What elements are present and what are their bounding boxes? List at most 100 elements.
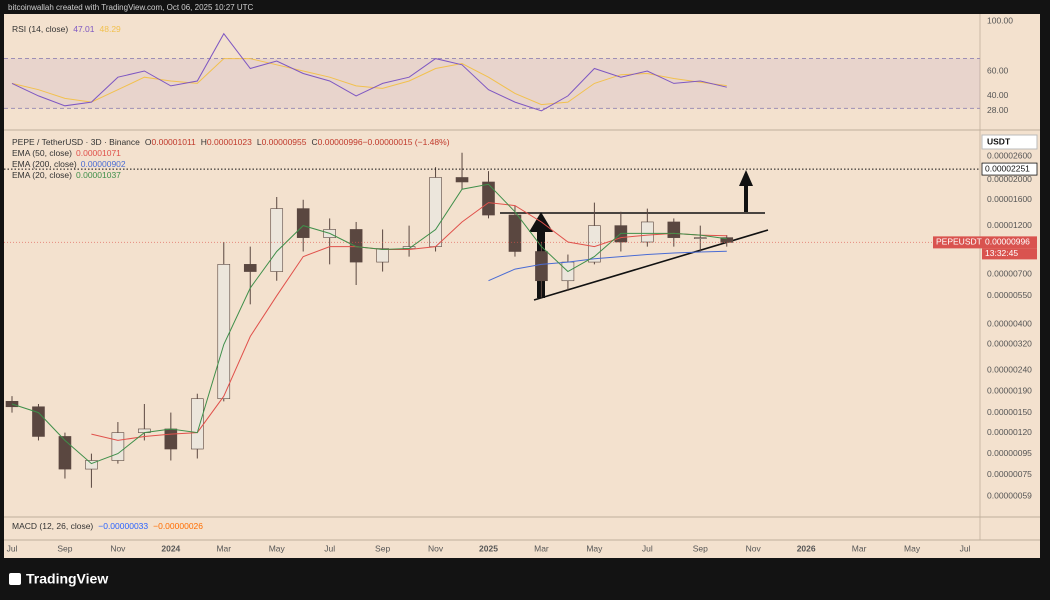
x-tick-label: May: [904, 543, 921, 553]
y-tick-label: 0.00002600: [987, 150, 1032, 160]
candle-body: [720, 237, 734, 243]
legend-entry: EMA (200, close) 0.00000902: [12, 159, 126, 169]
legend-value: 0.00001037: [76, 170, 121, 180]
x-tick-label: 2024: [161, 543, 180, 553]
candle-body: [693, 237, 707, 239]
y-tick-label: 0.00000059: [987, 491, 1032, 501]
y-tick-label: 0.00000190: [987, 386, 1032, 396]
ema-line: [11, 183, 727, 465]
y-tick-label: 0.00000120: [987, 427, 1032, 437]
x-tick-label: Mar: [852, 543, 867, 553]
candle-body: [243, 264, 257, 272]
y-tick-label: 0.00001200: [987, 220, 1032, 230]
x-tick-label: Jul: [324, 543, 335, 553]
ohlc-value: 0.00001023: [207, 137, 252, 147]
candle-body: [376, 248, 389, 263]
legend-value: 0.00001071: [76, 148, 121, 158]
y-tick-label: 0.00000075: [987, 469, 1032, 479]
x-tick-label: Mar: [534, 543, 549, 553]
legend-value: 47.01: [73, 24, 95, 34]
legend-name: EMA (20, close): [12, 170, 72, 180]
legend-entry: EMA (50, close) 0.00001071: [12, 148, 121, 158]
ohlc-key: H: [201, 137, 207, 147]
candle-body: [217, 264, 231, 400]
candle-body: [641, 221, 654, 243]
candle-body: [32, 406, 45, 437]
candle-body: [588, 225, 601, 263]
macd-value: −0.00000026: [153, 521, 203, 531]
y-tick-label: 0.00000095: [987, 448, 1032, 458]
x-tick-label: May: [586, 543, 603, 553]
rsi-band: [4, 58, 980, 109]
legend-name: EMA (200, close): [12, 159, 77, 169]
legend-name: EMA (50, close): [12, 148, 72, 158]
x-tick-label: Mar: [216, 543, 231, 553]
x-tick-label: May: [269, 543, 286, 553]
ohlc-key: C: [312, 137, 318, 147]
x-tick-label: Nov: [110, 543, 126, 553]
ohlc-value: 0.00001011: [152, 137, 197, 147]
y-tick-label: 40.00: [987, 90, 1009, 100]
price-symbol: PEPEUSDT: [936, 237, 982, 247]
rsi-line: [11, 32, 727, 112]
price-countdown: 13:32:45: [985, 248, 1018, 258]
x-tick-label: Nov: [428, 543, 444, 553]
y-tick-label: 60.00: [987, 65, 1009, 75]
macd-legend: MACD (12, 26, close) −0.00000033 −0.000000…: [12, 521, 203, 531]
candle-body: [296, 208, 310, 238]
candle-body: [191, 398, 204, 450]
y-tick-label: 0.00000320: [987, 339, 1032, 349]
candle-body: [164, 428, 178, 450]
y-tick-label: 0.00000240: [987, 365, 1032, 375]
unit-box: [981, 134, 1038, 150]
candle-body: [111, 432, 125, 461]
y-tick-label: 0.00000550: [987, 290, 1032, 300]
x-tick-label: Nov: [746, 543, 762, 553]
candle-body: [508, 214, 522, 252]
ohlc-key: O: [145, 137, 152, 147]
legend-entry: EMA (20, close) 0.00001037: [12, 170, 121, 180]
legend-value: 0.00000902: [81, 159, 126, 169]
candle-body: [455, 177, 469, 183]
countdown-badge: [982, 248, 1037, 260]
x-tick-label: Jul: [960, 543, 971, 553]
x-tick-label: Sep: [693, 543, 708, 553]
x-tick-label: 2026: [797, 543, 816, 553]
candle-body: [535, 251, 548, 282]
candle-body: [270, 208, 284, 272]
price-badge: [933, 236, 1037, 249]
legend-value: 48.29: [100, 24, 122, 34]
candle-body: [429, 177, 442, 247]
candle-body: [58, 436, 72, 470]
target-arrow: [739, 170, 753, 212]
y-tick-label: 0.00000400: [987, 319, 1032, 329]
ohlc-key: L: [257, 137, 262, 147]
credit: bitcoinwallah created with TradingView.c…: [8, 3, 254, 12]
brand: TradingView: [26, 571, 108, 587]
x-tick-label: Sep: [375, 543, 390, 553]
pane-title: RSI (14, close) 47.01 48.29: [12, 24, 121, 34]
ohlc-value: 0.00000996: [318, 137, 363, 147]
x-tick-label: Sep: [57, 543, 72, 553]
reference-label: 0.00002251: [985, 163, 1030, 173]
axis-unit: USDT: [987, 136, 1011, 146]
macd-value: −0.00000033: [98, 521, 148, 531]
brand-icon: [9, 573, 21, 585]
candle-body: [349, 229, 363, 263]
y-tick-label: 0.00000150: [987, 407, 1032, 417]
reference-badge: [981, 162, 1038, 176]
pane-title-text: RSI (14, close): [12, 24, 68, 34]
symbol-header: PEPE / TetherUSD · 3D · Binance O0.000010…: [12, 137, 450, 147]
y-tick-label: 0.00002000: [987, 174, 1032, 184]
y-tick-label: 28.00: [987, 105, 1009, 115]
macd-title: MACD (12, 26, close): [12, 521, 93, 531]
price-value: 0.00000996: [985, 237, 1030, 247]
symbol-title: PEPE / TetherUSD · 3D · Binance: [12, 137, 140, 147]
ohlc-value: 0.00000955: [262, 137, 307, 147]
x-tick-label: 2025: [479, 543, 498, 553]
y-tick-label: 0.00001600: [987, 194, 1032, 204]
y-tick-label: 0.00000700: [987, 268, 1032, 278]
x-tick-label: Jul: [7, 543, 18, 553]
